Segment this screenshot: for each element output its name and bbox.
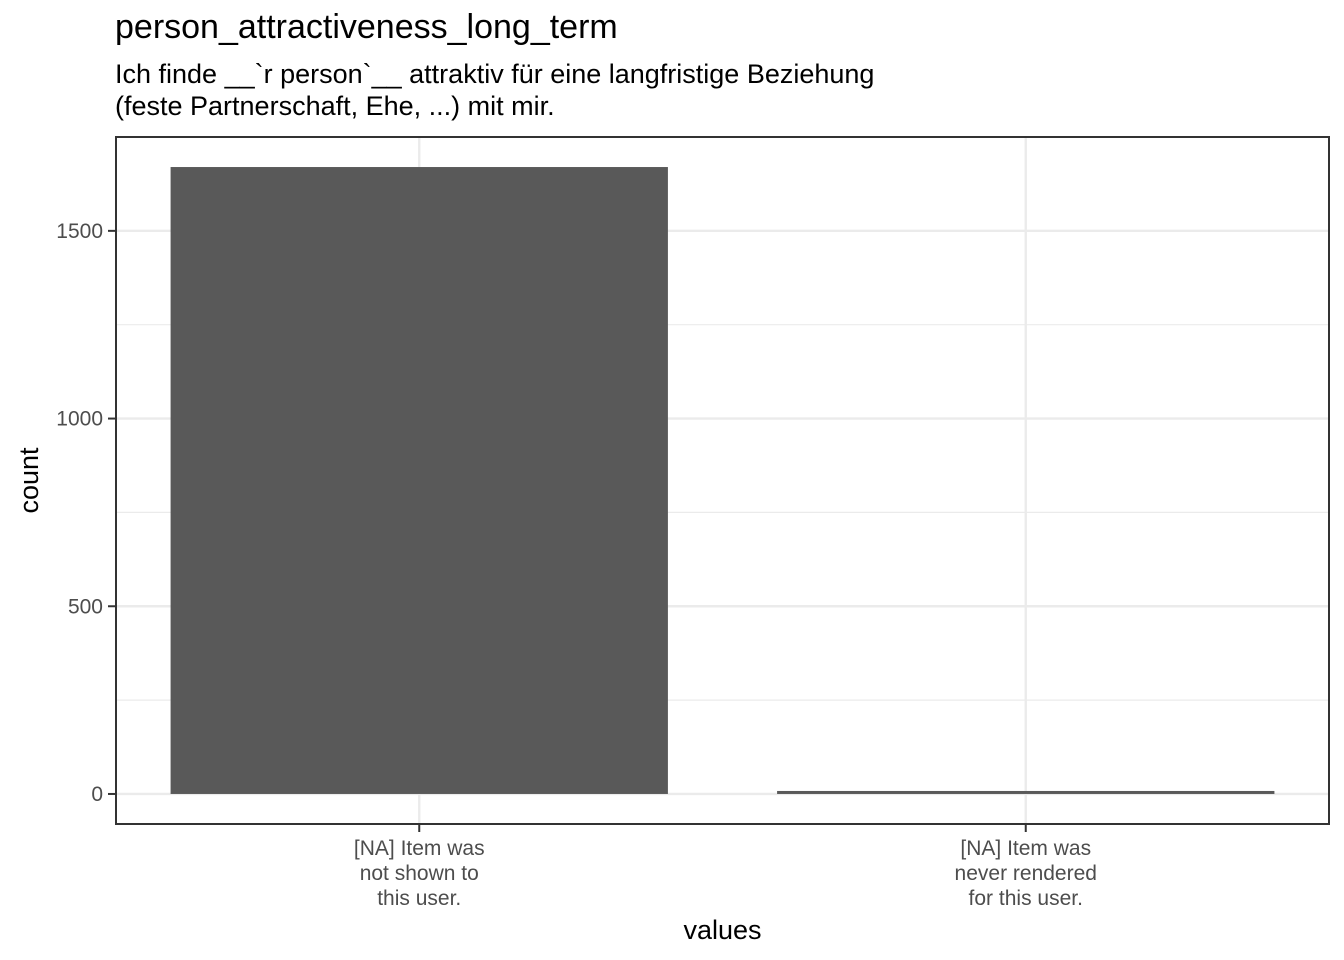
chart-subtitle-line-1: Ich finde __`r person`__ attraktiv für e…: [115, 59, 875, 89]
bars: [170, 167, 1275, 794]
x-axis-title: values: [683, 915, 761, 945]
chart-title: person_attractiveness_long_term: [115, 8, 618, 46]
x-tick-label-line: [NA] Item was: [960, 837, 1091, 860]
y-tick-label: 500: [68, 595, 103, 618]
x-tick-label-line: this user.: [377, 887, 461, 910]
x-tick-label-line: for this user.: [969, 887, 1083, 910]
panel-border: [115, 136, 1330, 825]
bar-1: [170, 167, 668, 794]
bar-2: [777, 790, 1275, 794]
y-tick-label: 0: [91, 783, 103, 806]
chart-subtitle: Ich finde __`r person`__ attraktiv für e…: [115, 58, 874, 122]
y-tick-label: 1500: [56, 220, 103, 243]
x-tick-label-line: [NA] Item was: [354, 837, 485, 860]
x-tick-label-line: not shown to: [360, 862, 479, 885]
x-tick-label: [NA] Item was never rendered for this user…: [955, 837, 1097, 910]
y-axis-title: count: [14, 447, 44, 514]
x-axis: [NA] Item was not shown to this user.[NA] …: [354, 824, 1097, 910]
x-tick-label: [NA] Item was not shown to this user.: [354, 837, 485, 910]
x-tick-label-line: never rendered: [955, 862, 1097, 885]
y-tick-label: 1000: [56, 408, 103, 431]
chart-subtitle-line-2: (feste Partnerschaft, Ehe, ...) mit mir.: [115, 91, 555, 121]
y-axis: 0 500 1000 1500: [56, 220, 116, 806]
